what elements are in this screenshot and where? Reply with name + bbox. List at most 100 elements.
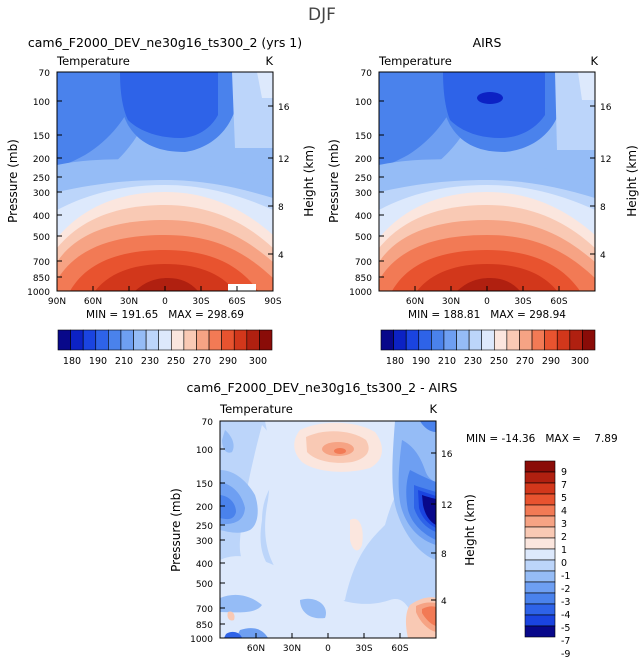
p1-stats: MIN = 191.65 MAX = 298.69 bbox=[86, 309, 244, 321]
colorbar-cell bbox=[158, 329, 172, 351]
p1-ytick: 1000 bbox=[27, 288, 50, 298]
p3-xtick: 30S bbox=[355, 644, 372, 654]
colorbar-cell bbox=[431, 329, 445, 351]
p3-stats: MIN = -14.36 MAX = 7.89 bbox=[466, 433, 618, 445]
colorbar-cell bbox=[57, 329, 71, 351]
colorbar-cell bbox=[582, 329, 596, 351]
p3-cbar-label: 1 bbox=[561, 545, 567, 556]
panel-2-title: AIRS bbox=[473, 35, 502, 50]
p3-ytick: 1000 bbox=[190, 635, 213, 645]
colorbar-cell bbox=[524, 526, 556, 539]
p1-ytick: 300 bbox=[33, 189, 50, 199]
panel-model: cam6_F2000_DEV_ne30g16_ts300_2 (yrs 1) T… bbox=[6, 35, 316, 367]
p3-cbar-label: 0 bbox=[561, 558, 567, 569]
colorbar-cell bbox=[524, 482, 556, 495]
p2-cbar-label: 180 bbox=[386, 356, 404, 367]
p1-xtick: 0 bbox=[162, 297, 168, 307]
p3-cbar-label: 2 bbox=[561, 532, 567, 543]
colorbar-cell bbox=[208, 329, 222, 351]
p1-ytick: 400 bbox=[33, 212, 50, 222]
p2-xtick: 0 bbox=[484, 297, 490, 307]
colorbar-cell bbox=[493, 329, 508, 351]
p3-xtick: 0 bbox=[325, 644, 331, 654]
p1-cbar-label: 210 bbox=[115, 356, 133, 367]
p2-ytick: 700 bbox=[355, 258, 372, 268]
p1-xtick: 30S bbox=[192, 297, 209, 307]
p2-ytick-right: 12 bbox=[600, 155, 611, 165]
p2-ytick: 300 bbox=[355, 189, 372, 199]
p2-ytick: 250 bbox=[355, 174, 372, 184]
p3-ytick-right: 16 bbox=[441, 450, 453, 460]
colorbar-cell bbox=[524, 603, 556, 616]
p1-ytick-right: 12 bbox=[278, 155, 289, 165]
colorbar-cell bbox=[556, 329, 571, 351]
p1-ytick: 150 bbox=[33, 132, 50, 142]
p1-cbar-label: 300 bbox=[249, 356, 267, 367]
colorbar-cell bbox=[259, 329, 273, 351]
colorbar-cell bbox=[405, 329, 420, 351]
p1-cbar-label: 230 bbox=[141, 356, 159, 367]
colorbar-cell bbox=[524, 493, 556, 506]
p1-ylabel: Pressure (mb) bbox=[6, 139, 20, 223]
p2-cbar-label: 230 bbox=[464, 356, 482, 367]
colorbar-cell bbox=[524, 592, 556, 605]
p3-ylabel: Pressure (mb) bbox=[169, 488, 183, 572]
colorbar-cell bbox=[120, 329, 134, 351]
panel-diff: cam6_F2000_DEV_ne30g16_ts300_2 - AIRS Te… bbox=[169, 380, 618, 660]
p1-ytick: 70 bbox=[39, 69, 51, 79]
p1-ytick: 100 bbox=[33, 98, 50, 108]
p3-cbar-label: 7 bbox=[561, 480, 567, 491]
p1-ytick-right: 16 bbox=[278, 103, 290, 113]
colorbar-cell bbox=[524, 515, 556, 528]
colorbar-cell bbox=[524, 581, 556, 594]
colorbar-cell bbox=[95, 329, 109, 351]
colorbar-cell bbox=[524, 460, 556, 473]
colorbar-cell bbox=[170, 329, 185, 351]
p3-ytick: 150 bbox=[196, 480, 213, 490]
colorbar-cell bbox=[524, 471, 556, 484]
p2-ytick: 850 bbox=[355, 274, 372, 284]
p2-cbar-label: 210 bbox=[438, 356, 456, 367]
panel-1-field bbox=[57, 72, 273, 291]
colorbar-cell bbox=[506, 329, 520, 351]
colorbar-cell bbox=[524, 570, 556, 583]
p2-ytick: 500 bbox=[355, 233, 372, 243]
panel-3-title: cam6_F2000_DEV_ne30g16_ts300_2 - AIRS bbox=[187, 380, 458, 395]
p2-cbar-label: 300 bbox=[571, 356, 589, 367]
p2-ytick: 200 bbox=[355, 155, 372, 165]
p3-ytick: 200 bbox=[196, 503, 213, 513]
p3-ytick: 300 bbox=[196, 537, 213, 547]
p1-xtick: 60S bbox=[228, 297, 245, 307]
p3-cbar-label: -1 bbox=[561, 571, 570, 582]
p2-ytick: 150 bbox=[355, 132, 372, 142]
p3-xtick: 30N bbox=[283, 644, 301, 654]
p3-colorbar-cells bbox=[524, 460, 556, 638]
p2-ylabel-right: Height (km) bbox=[625, 145, 639, 216]
p3-xtick: 60S bbox=[391, 644, 408, 654]
p3-ytick: 400 bbox=[196, 560, 213, 570]
panel-1-title: cam6_F2000_DEV_ne30g16_ts300_2 (yrs 1) bbox=[28, 35, 302, 50]
p1-xtick: 90N bbox=[48, 297, 66, 307]
colorbar-cell bbox=[519, 329, 533, 351]
panel-airs: AIRS Temperature K 70 100 bbox=[327, 35, 639, 367]
p2-xtick: 60N bbox=[406, 297, 424, 307]
p3-cbar-label: 9 bbox=[561, 467, 567, 478]
p3-ytick: 70 bbox=[202, 418, 214, 428]
colorbar-cell bbox=[544, 329, 558, 351]
colorbar-cell bbox=[524, 537, 556, 550]
p3-ytick: 500 bbox=[196, 580, 213, 590]
p1-xtick: 30N bbox=[120, 297, 138, 307]
colorbar-cell bbox=[145, 329, 160, 351]
p1-ytick: 850 bbox=[33, 274, 50, 284]
p1-colorbar-cells bbox=[57, 329, 273, 351]
colorbar-cell bbox=[221, 329, 235, 351]
panel-1-subtitle: Temperature bbox=[56, 54, 130, 68]
p3-ytick-right: 12 bbox=[441, 501, 452, 511]
p3-cbar-label: -3 bbox=[561, 597, 570, 608]
colorbar-cell bbox=[481, 329, 495, 351]
p2-ytick-right: 4 bbox=[600, 251, 606, 261]
p3-cbar-label: -9 bbox=[561, 649, 570, 660]
p2-xtick: 30N bbox=[442, 297, 460, 307]
p1-ytick: 250 bbox=[33, 174, 50, 184]
